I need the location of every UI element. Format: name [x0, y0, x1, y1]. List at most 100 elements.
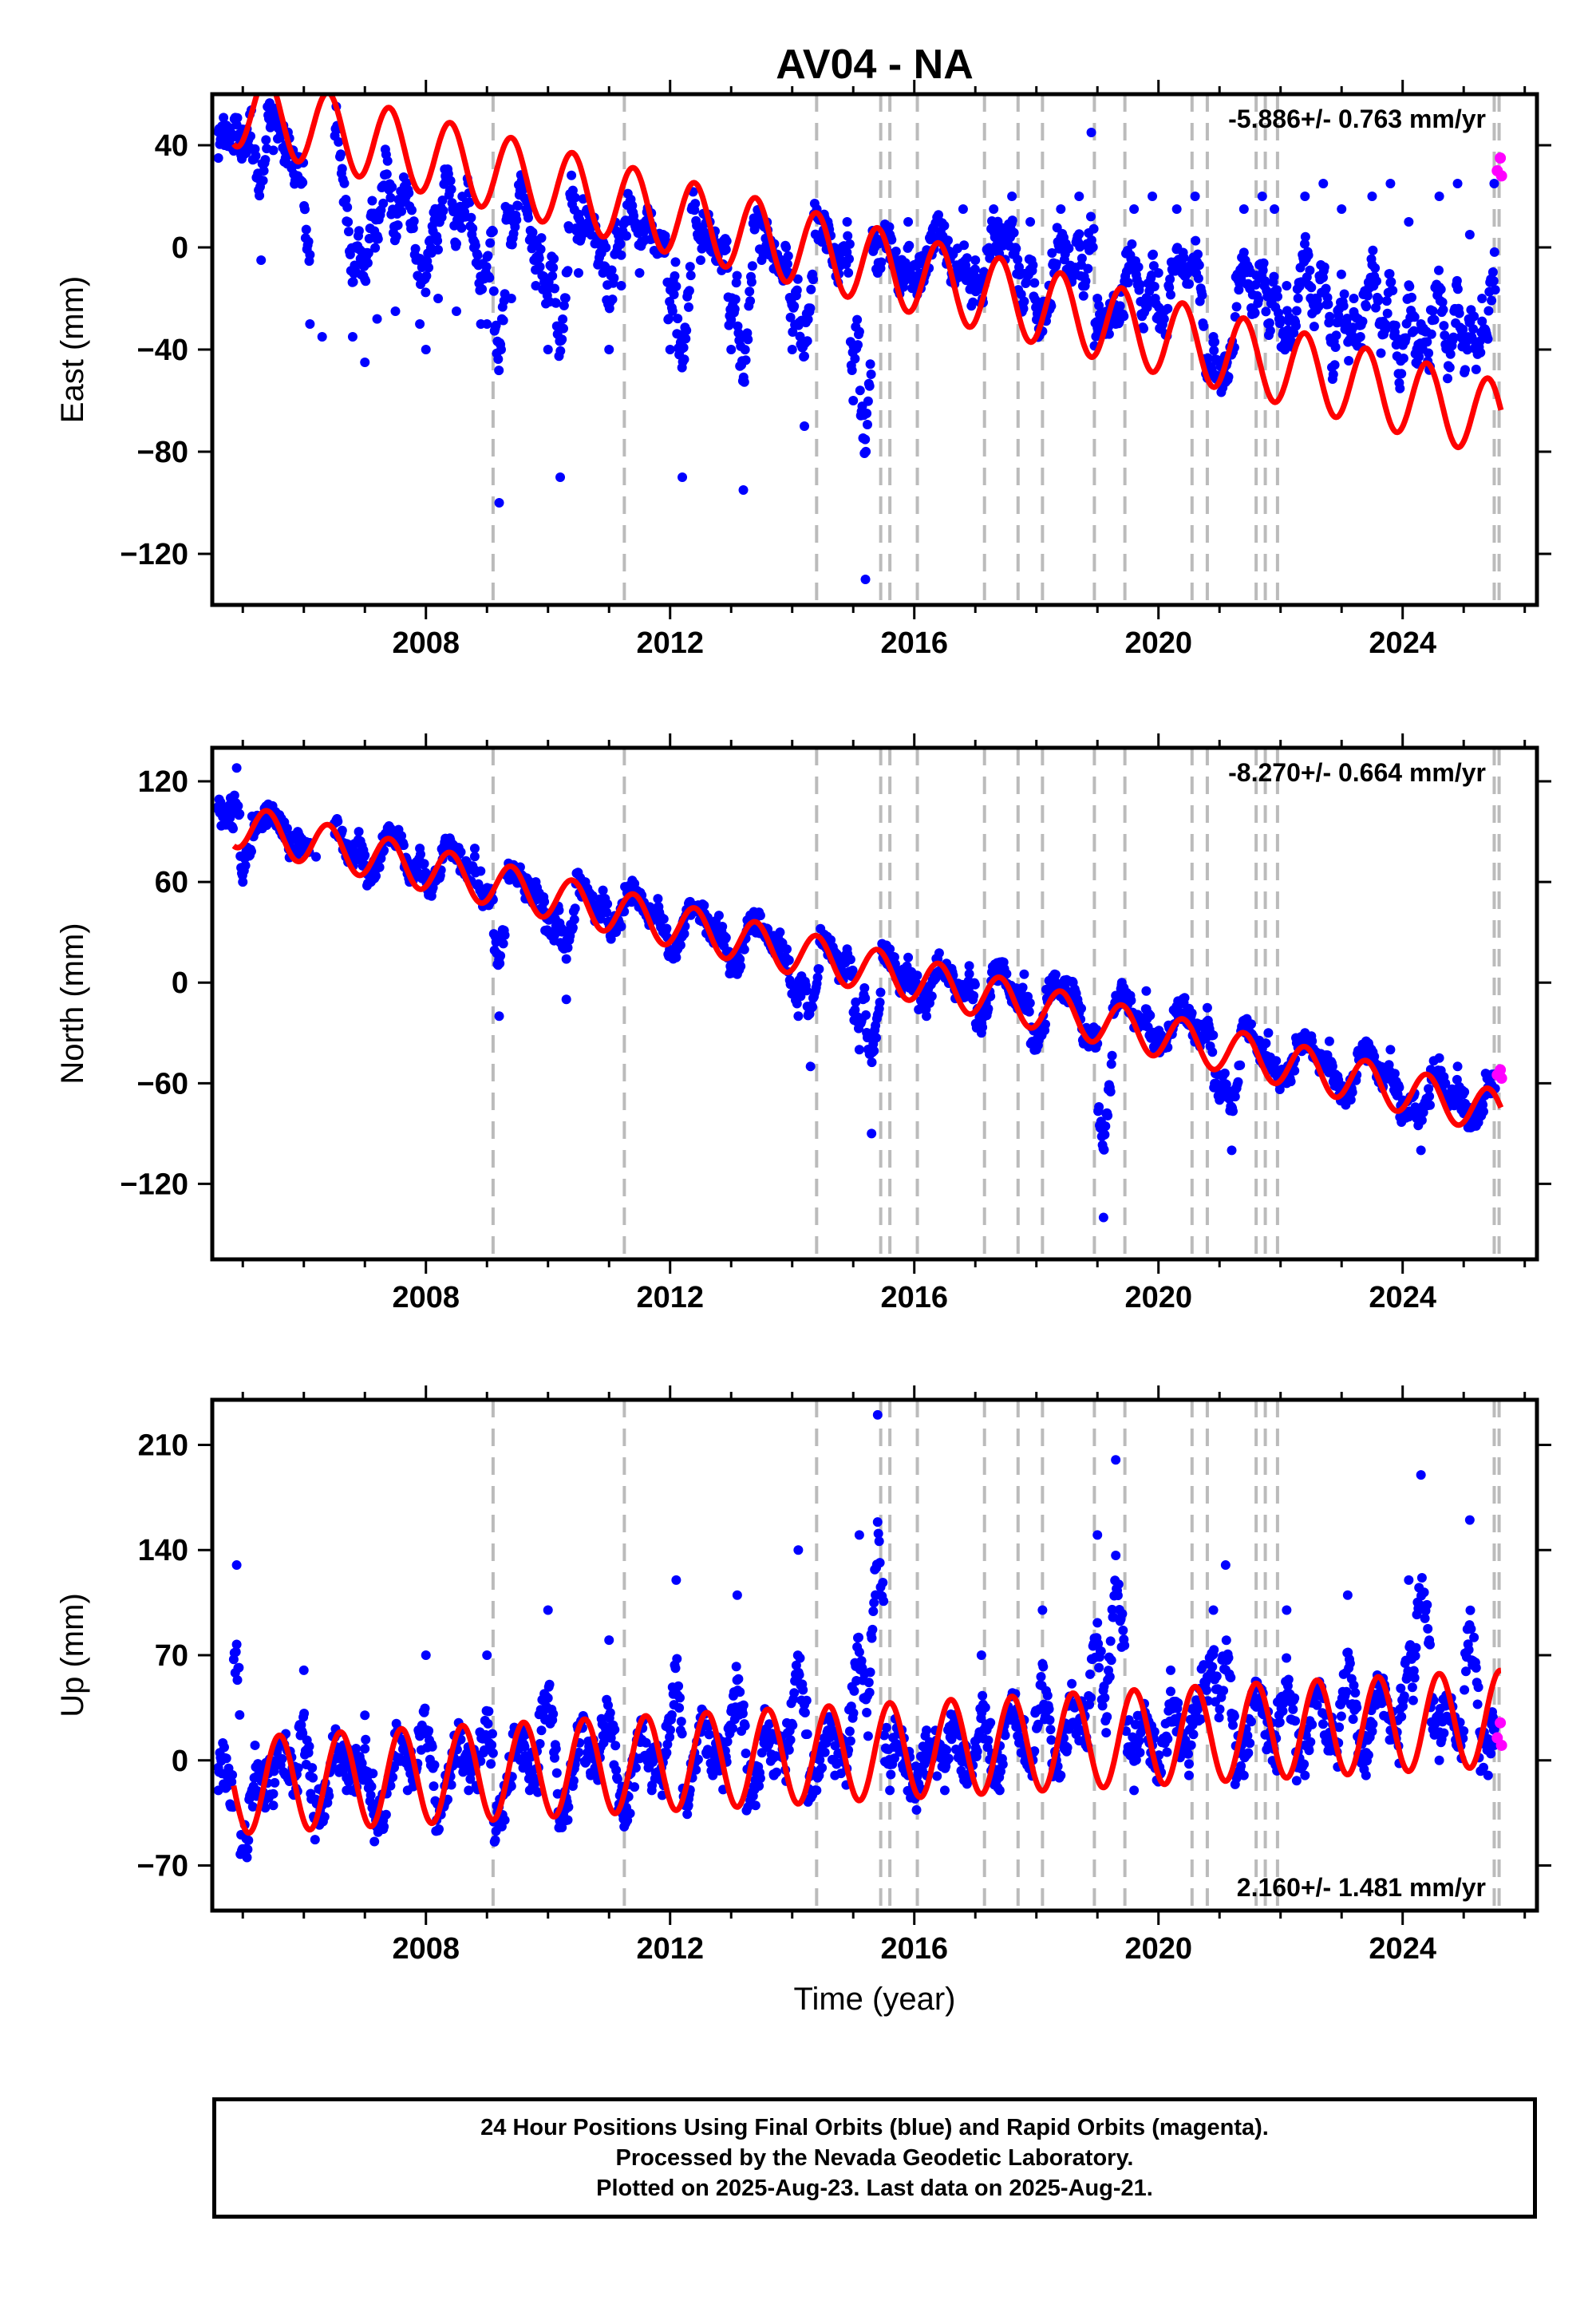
data-point [1086, 1028, 1096, 1038]
data-point [225, 793, 235, 804]
data-point [1007, 215, 1017, 226]
data-point [922, 1011, 932, 1022]
data-point [1106, 1059, 1116, 1069]
data-point [1025, 998, 1035, 1008]
data-point [574, 1747, 584, 1757]
data-point [1250, 308, 1260, 318]
data-point [308, 1773, 318, 1783]
data-point [1416, 1145, 1426, 1156]
data-point [848, 396, 859, 405]
data-point [602, 907, 612, 918]
data-point [848, 1708, 859, 1718]
data-point [1448, 332, 1459, 342]
data-point [1362, 290, 1373, 301]
data-point [234, 1662, 244, 1673]
data-point [339, 178, 350, 188]
data-point [904, 240, 915, 251]
plot-frame [210, 745, 1539, 1262]
data-point [783, 251, 793, 261]
data-point [360, 358, 370, 367]
data-point [300, 204, 310, 215]
data-point [476, 866, 486, 876]
data-point [782, 944, 792, 954]
data-point [847, 366, 857, 375]
data-point [397, 206, 407, 216]
data-point [1215, 1095, 1225, 1105]
data-point [1202, 1002, 1212, 1013]
data-point [684, 286, 694, 296]
data-point [980, 1702, 990, 1713]
data-point [912, 970, 922, 981]
data-point [676, 1717, 686, 1727]
data-point [1165, 274, 1175, 284]
data-point [348, 277, 358, 287]
data-point [1290, 1065, 1300, 1076]
data-point [484, 273, 495, 283]
data-point [282, 824, 292, 833]
data-point [871, 1033, 881, 1043]
data-point [1178, 994, 1188, 1005]
data-point [1471, 1120, 1481, 1130]
data-point [1458, 324, 1468, 334]
data-point [390, 306, 401, 316]
data-point [1227, 1145, 1237, 1156]
x-tick-label: 2020 [1124, 626, 1192, 660]
data-point [519, 1741, 530, 1752]
data-point [843, 267, 854, 278]
data-point [437, 196, 448, 205]
data-point [678, 342, 689, 353]
data-point [934, 217, 944, 227]
data-point [445, 835, 456, 845]
data-point [820, 1747, 830, 1757]
data-point [311, 852, 322, 862]
data-point [242, 1852, 252, 1863]
data-point [303, 236, 314, 247]
x-tick-label: 2012 [636, 1281, 704, 1314]
data-point [1372, 276, 1381, 287]
data-point [231, 120, 242, 130]
data-point [602, 899, 613, 909]
data-point [964, 961, 974, 971]
data-point [845, 1736, 855, 1746]
data-point [812, 972, 823, 982]
data-point [1115, 301, 1125, 311]
data-point [213, 153, 223, 163]
data-point [1426, 329, 1436, 339]
data-point [219, 1742, 229, 1753]
data-point [1194, 260, 1204, 271]
data-point [563, 1802, 574, 1812]
data-point [735, 954, 745, 964]
data-point [354, 827, 364, 837]
data-point [860, 434, 871, 445]
data-point [1119, 311, 1129, 322]
data-point [1088, 242, 1098, 252]
data-point [737, 1709, 748, 1719]
data-point [1438, 305, 1448, 315]
data-point [867, 1128, 877, 1139]
data-point [852, 314, 863, 325]
data-point [801, 986, 812, 996]
rapid-orbit-point [1495, 152, 1507, 164]
data-point [1381, 323, 1391, 334]
data-point [456, 223, 467, 233]
data-point [1094, 300, 1104, 310]
data-point [757, 255, 767, 265]
data-point [1171, 204, 1182, 214]
data-point [256, 255, 267, 265]
rate-label: -8.270+/- 0.664 mm/yr [1228, 758, 1486, 787]
plot-area [213, 94, 1507, 605]
data-point [1193, 249, 1203, 259]
data-point [369, 1836, 380, 1847]
data-point [1011, 243, 1021, 254]
data-point [482, 319, 492, 329]
data-point [740, 1721, 750, 1731]
data-point [373, 234, 383, 244]
data-point [280, 153, 290, 163]
data-point [875, 998, 885, 1007]
y-tick-label: −120 [120, 538, 188, 571]
data-point [228, 824, 238, 834]
data-point [630, 1763, 641, 1773]
data-point [493, 354, 504, 364]
data-point [802, 1729, 812, 1739]
data-point [1019, 969, 1029, 979]
